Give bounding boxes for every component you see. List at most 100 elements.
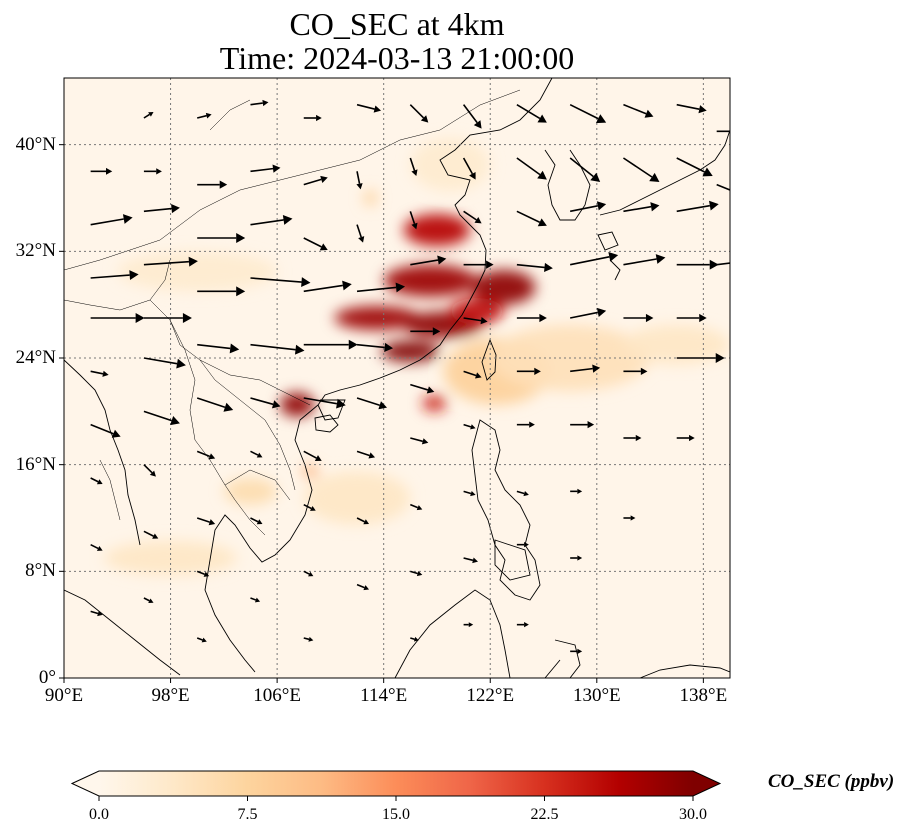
wind-arrow-head [635,434,642,442]
wind-arrow-12 [143,256,198,267]
wind-arrow-head [342,280,352,291]
wind-arrow-20 [197,180,228,189]
wind-arrow-53 [356,397,388,410]
japan-coastline [597,129,730,281]
wind-arrow-head [111,429,121,438]
wind-arrow-head [171,203,180,214]
lat-tick-label: 8°N [25,560,56,582]
wind-arrow-81 [516,313,547,323]
wind-arrow-shaft [303,237,322,248]
wind-arrow-head [437,255,447,265]
china-coastline [317,78,553,421]
wind-arrow-head [420,115,429,123]
wind-arrow-head [480,317,488,325]
wind-arrow-113 [716,183,730,191]
wind-arrow-66 [410,636,419,642]
wind-arrow-64 [410,503,423,511]
wind-arrow-head [363,519,370,525]
wind-arrow-head [152,533,159,539]
wind-arrow-head [384,342,394,353]
wind-arrow-8 [90,610,103,617]
wind-arrow-head [348,339,358,350]
wind-arrow-111 [676,434,695,442]
colorbar-max-extension [693,771,720,796]
wind-arrow-7 [90,543,103,551]
wind-arrow-shaft [143,207,172,213]
wind-arrow-84 [516,490,529,497]
wind-arrow-shaft [463,490,472,495]
wind-arrow-70 [463,260,494,269]
wind-arrow-55 [356,517,370,525]
wind-arrow-head [395,282,406,293]
wind-arrow-head [689,434,695,442]
wind-arrow-head [308,636,314,642]
co-plume-15 [303,471,411,525]
wind-arrow-17 [143,530,159,539]
wind-arrow-head [363,585,370,591]
wind-arrow-head [468,622,474,628]
wind-arrow-shaft [356,450,370,457]
wind-arrow-head [645,313,654,323]
lon-tick-label: 138°E [679,685,728,706]
wind-arrow-head [655,254,666,264]
wind-arrow-47 [303,636,314,642]
wind-arrow-head [308,571,314,577]
co-plume-13 [223,478,278,505]
co-plume-8 [422,395,447,412]
wind-arrow-61 [410,327,441,336]
wind-arrow-shaft [303,637,310,641]
co-plume-16 [117,251,278,292]
wind-arrow-head [416,505,423,511]
lon-tick-label: 130°E [572,685,621,706]
wind-arrow-head [644,109,654,118]
wind-arrow-shaft [569,157,594,178]
wind-arrow-head [373,105,382,113]
co-plume-12 [302,464,319,479]
wind-arrow-head [475,372,482,379]
wind-arrow-shaft [197,343,231,350]
wind-arrow-shaft [570,205,598,213]
wind-arrow-shaft [90,370,104,375]
wind-arrow-shaft [516,490,525,495]
wind-arrow-90 [570,251,619,266]
wind-arrow-head [698,105,707,114]
wind-arrow-62 [410,383,435,394]
wind-arrow-shaft [196,637,203,641]
wind-arrow-19 [197,112,212,119]
wind-arrow-shaft [463,557,474,562]
wind-arrow-head [219,180,228,189]
wind-arrow-0 [90,167,113,175]
wind-arrow-head [596,307,607,318]
colorbar-min-extension [72,771,99,796]
wind-arrow-head [608,251,619,262]
wind-arrow-60 [410,255,447,266]
wind-arrow-93 [570,421,595,429]
wind-arrow-shaft [196,570,205,576]
wind-arrow-shaft [250,597,257,601]
wind-arrow-head [537,170,547,180]
wind-arrow-shaft [410,503,419,509]
wind-arrow-83 [516,421,535,428]
wind-arrow-82 [516,367,541,375]
wind-arrow-74 [463,490,476,497]
wind-arrow-57 [409,104,429,123]
wind-arrow-78 [516,157,547,180]
wind-arrow-head [715,353,725,363]
lat-tick-label: 24°N [15,347,56,368]
lon-tick-label: 122°E [466,685,515,706]
colorbar-tick-label: 22.5 [530,806,559,823]
wind-arrow-50 [356,224,365,243]
wind-arrow-head [129,270,139,281]
wind-arrow-shaft [462,157,474,175]
co-plume-0 [403,214,471,246]
wind-arrow-shaft [676,204,710,213]
wind-arrow-shaft [570,256,610,266]
wind-arrow-head [592,364,601,373]
wind-arrow-18 [143,597,154,604]
wind-arrow-head [256,452,263,458]
wind-arrow-head [149,470,156,477]
wind-arrow-head [368,452,376,459]
wind-arrow-head [630,515,636,521]
wind-arrow-58 [409,157,418,176]
